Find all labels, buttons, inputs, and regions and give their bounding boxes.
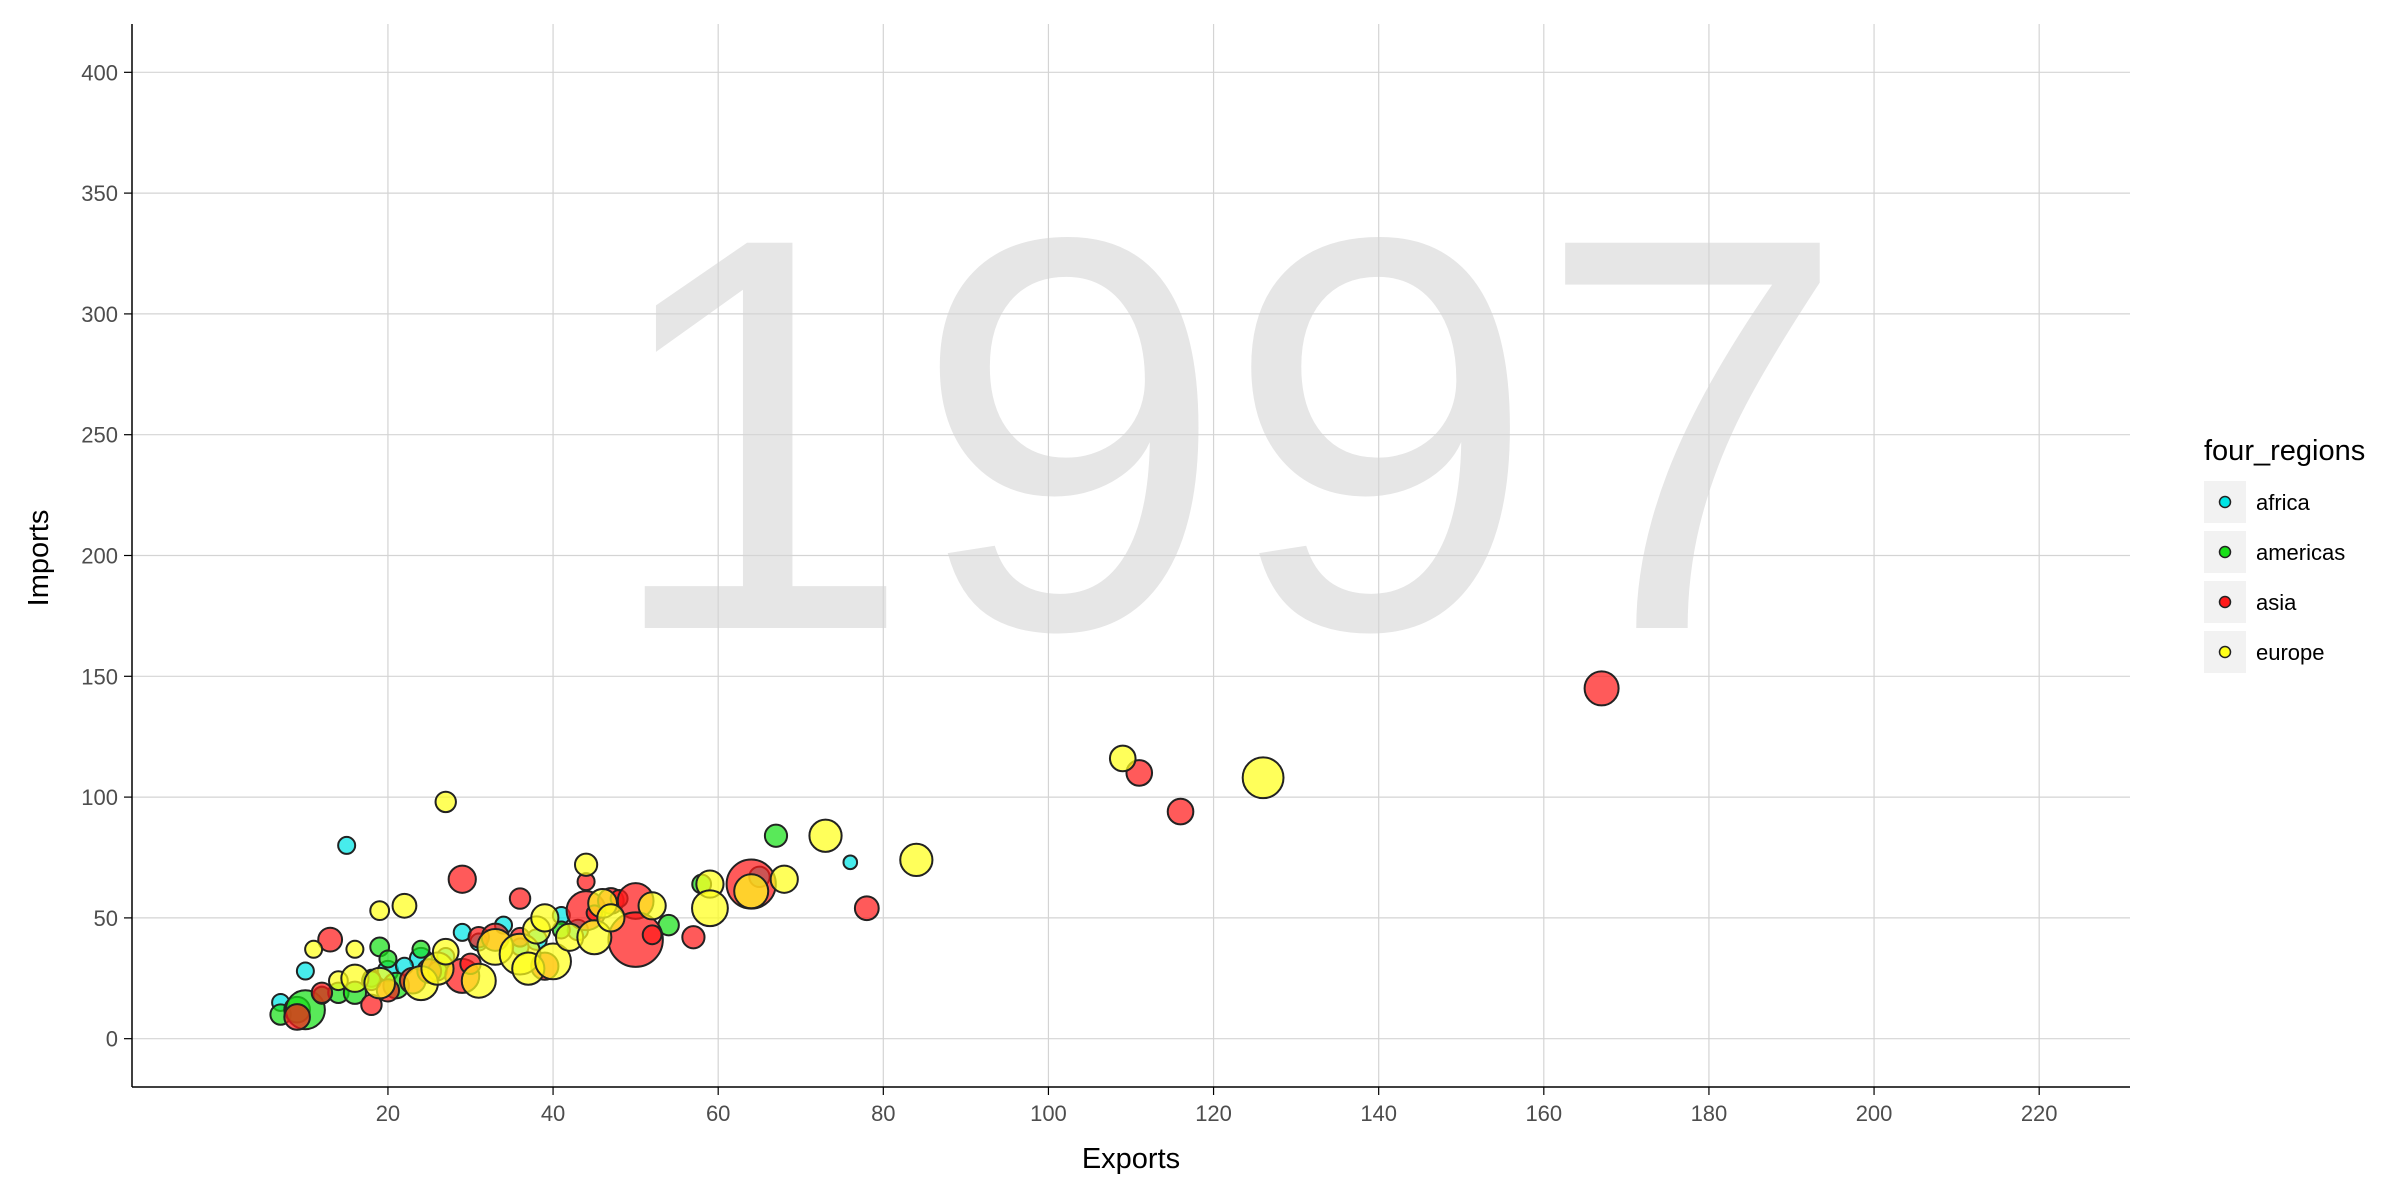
x-tick-label: 180	[1691, 1101, 1728, 1126]
data-point-europe	[808, 818, 843, 853]
data-point-europe	[345, 939, 365, 959]
y-tick-label: 250	[81, 423, 118, 448]
x-tick-label: 120	[1195, 1101, 1232, 1126]
y-tick-label: 100	[81, 785, 118, 810]
data-point-europe	[1241, 756, 1285, 800]
data-point-africa	[842, 854, 859, 871]
x-tick-label: 140	[1360, 1101, 1397, 1126]
y-tick-label: 400	[81, 60, 118, 85]
data-point-europe	[460, 962, 497, 999]
data-point-africa	[295, 961, 315, 981]
data-point-americas	[411, 939, 431, 959]
legend-marker-americas	[2218, 545, 2232, 559]
grid-lines	[132, 24, 2130, 1087]
y-tick-label: 50	[94, 906, 118, 931]
x-tick-label: 40	[541, 1101, 565, 1126]
data-points	[269, 670, 1620, 1031]
legend: four_regions africa americas asia europe	[2204, 435, 2365, 673]
data-point-europe	[899, 842, 934, 878]
y-axis-title: Imports	[23, 510, 55, 607]
data-point-europe	[573, 852, 599, 877]
data-point-europe	[431, 937, 460, 966]
legend-label-africa: africa	[2256, 490, 2311, 515]
data-point-asia	[853, 895, 880, 922]
data-point-africa	[337, 835, 357, 855]
legend-label-europe: europe	[2256, 640, 2325, 665]
x-tick-label: 220	[2021, 1101, 2058, 1126]
legend-title: four_regions	[2204, 435, 2365, 467]
data-point-asia	[310, 981, 334, 1004]
year-watermark: 1997	[602, 121, 1848, 747]
data-point-europe	[534, 942, 572, 981]
y-tick-label: 350	[81, 181, 118, 206]
x-tick-label: 160	[1525, 1101, 1562, 1126]
x-tick-label: 60	[706, 1101, 730, 1126]
data-point-asia	[1166, 797, 1195, 826]
x-axis-title: Exports	[1082, 1143, 1180, 1175]
data-point-europe	[596, 903, 626, 933]
data-point-asia	[447, 864, 477, 894]
y-tick-label: 200	[81, 544, 118, 569]
x-tick-label: 20	[376, 1101, 400, 1126]
y-tick-label: 150	[81, 664, 118, 689]
data-point-europe	[637, 891, 667, 921]
data-point-asia	[317, 926, 344, 953]
data-point-asia	[283, 1003, 311, 1031]
x-tick-label: 100	[1030, 1101, 1067, 1126]
data-point-europe	[391, 892, 418, 919]
data-point-europe	[530, 903, 560, 933]
data-point-europe	[363, 966, 396, 1000]
legend-label-asia: asia	[2256, 590, 2297, 615]
data-point-europe	[769, 864, 799, 894]
tick-labels: 20 40 60 80 100 120 140 160 180 200 220 0 50 100 150 20…	[81, 60, 2057, 1126]
data-point-europe	[691, 889, 729, 928]
data-point-americas	[763, 823, 789, 848]
data-point-asia	[508, 887, 532, 910]
legend-label-americas: americas	[2256, 540, 2345, 565]
data-point-europe	[369, 900, 391, 922]
data-point-asia	[681, 925, 706, 950]
y-tick-label: 300	[81, 302, 118, 327]
data-point-europe	[304, 939, 324, 959]
x-tick-label: 80	[871, 1101, 895, 1126]
data-point-europe	[434, 790, 457, 814]
data-point-asia	[1583, 670, 1620, 707]
legend-marker-asia	[2218, 595, 2232, 609]
data-point-americas	[378, 949, 398, 969]
legend-marker-africa	[2218, 495, 2232, 509]
x-tick-label: 200	[1856, 1101, 1893, 1126]
legend-marker-europe	[2218, 645, 2232, 659]
data-point-asia	[641, 924, 663, 946]
y-tick-label: 0	[106, 1027, 118, 1052]
data-point-europe	[1108, 744, 1137, 773]
data-point-europe	[733, 873, 770, 910]
